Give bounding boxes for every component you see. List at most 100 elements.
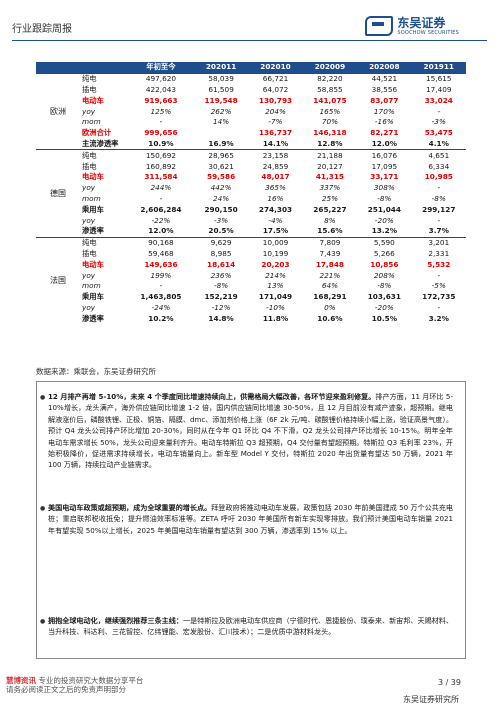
logo-cn-text: 东吴证券	[397, 15, 446, 30]
row-label: yoy	[82, 270, 96, 280]
table-cell: -3%	[431, 117, 446, 127]
table-cell: 38,556	[371, 84, 398, 94]
table-cell: 58,855	[317, 84, 343, 94]
table-row: 插电 422,043 61,509 64,072 58,855 38,556 17,409	[36, 85, 466, 96]
table-cell: 15,615	[411, 72, 466, 85]
table-cell: 160,892	[145, 161, 177, 171]
paragraph-2-body: 拜登政府将推动电动车发展，政策包括 2030 年前美国建成 50 万个公共充电桩…	[48, 503, 453, 535]
row-label: 电动车	[82, 172, 104, 182]
table-cell: 53,475	[424, 128, 453, 138]
table-cell: 136,737	[258, 128, 293, 138]
table-cell: 90,168	[128, 236, 194, 249]
table-cell: -22%	[151, 215, 171, 225]
table-cell: -	[437, 183, 441, 193]
table-cell: 58,039	[193, 72, 249, 85]
table-cell: -	[437, 302, 441, 312]
table-cell: 17,409	[426, 84, 452, 94]
header-title: 行业跟踪周报	[12, 24, 72, 35]
table-header-cell: 202011	[193, 62, 249, 74]
table-cell: 308%	[373, 183, 395, 193]
watermark: 慧博资讯 专业的投资研究大数据分享平台 请务必阅读正文之后的免责声明部分	[6, 676, 143, 694]
row-label: 主流渗透率	[82, 138, 119, 148]
table-cell: 146,318	[313, 128, 347, 138]
row-label: 乘用车	[82, 204, 104, 214]
bullet-icon: ●	[40, 618, 46, 625]
bullet-icon: ●	[40, 394, 46, 401]
table-cell: 18,614	[207, 259, 236, 269]
table-cell: 2,331	[428, 248, 450, 258]
table-cell: 59,468	[148, 248, 174, 258]
table-cell: -20%	[374, 302, 394, 312]
table-cell: 5,590	[357, 236, 412, 249]
table-row: mom - -8% 13% 64% -8% -5%	[36, 281, 466, 292]
row-label: yoy	[82, 106, 96, 116]
table-cell: 125%	[150, 106, 172, 116]
table-cell: 12.0%	[148, 226, 174, 236]
table-cell: 20.5%	[208, 226, 234, 236]
table-cell: 10,985	[424, 172, 453, 182]
table-cell: -8%	[377, 193, 392, 203]
table-cell: 130,793	[258, 95, 293, 105]
paragraph-1-body: 排产方面，11 月环比 5-10%增长，龙头满产，海外供应链同比增速 1-2 倍…	[48, 392, 454, 470]
table-cell: 10,009	[248, 236, 303, 249]
table-cell: 221%	[319, 270, 341, 280]
table-cell: -	[437, 215, 441, 225]
row-label: 纯电	[80, 72, 128, 85]
table-cell: 16%	[267, 193, 284, 203]
table-cell: -	[159, 281, 163, 291]
row-label: 纯电	[80, 236, 128, 249]
table-cell: 10.5%	[371, 313, 398, 323]
table-cell: -10%	[266, 302, 285, 312]
table-cell: 20,203	[261, 259, 290, 269]
table-cell: 24%	[212, 193, 230, 203]
table-header-cell: 202010	[248, 62, 303, 74]
table-cell: 24,859	[262, 161, 289, 171]
row-label: 插电	[82, 84, 97, 94]
row-label: mom	[82, 281, 101, 291]
table-row: yoy 244% 442% 365% 337% 308% -	[36, 183, 466, 194]
table-cell: 274,303	[258, 204, 293, 214]
table-row: 乘用车 1,463,805 152,219 171,049 168,291 103,631…	[36, 292, 466, 303]
table-cell: 82,271	[370, 128, 399, 138]
table-cell: -	[159, 193, 163, 203]
table-cell: 33,024	[424, 95, 453, 105]
table-cell: 199%	[150, 270, 172, 280]
table-cell: 442%	[210, 183, 232, 193]
row-label: 纯电	[80, 149, 128, 162]
table-header-blank	[80, 62, 128, 74]
row-label: 渗透率	[82, 226, 104, 236]
table-cell: 17.5%	[262, 226, 289, 236]
table-row: mom - 24% 16% 25% -8% -8%	[36, 194, 466, 205]
table-cell: 3.7%	[428, 226, 449, 236]
sales-table: 年初至今 202011 202010 202009 202008 201911 欧洲 纯电 4…	[36, 62, 466, 325]
table-row: mom - 14% -7% 70% -16% -3%	[36, 117, 466, 128]
row-label: mom	[82, 193, 101, 203]
table-cell: 251,044	[367, 204, 401, 214]
table-cell: 10,856	[370, 259, 399, 269]
table-cell: 262%	[210, 106, 232, 116]
table-cell: 64%	[321, 281, 339, 291]
table-cell: 13%	[267, 281, 284, 291]
row-label: mom	[82, 117, 101, 127]
row-label: yoy	[82, 183, 96, 193]
table-cell: 2,606,284	[140, 204, 182, 214]
table-row: 电动车 919,663 119,548 130,793 141,075 83,077 33,…	[36, 95, 466, 106]
table-cell: -7%	[268, 117, 283, 127]
table-cell: 3,201	[411, 236, 466, 249]
footer-brand: 东吴证券研究所	[403, 695, 459, 704]
watermark-disclaimer: 请务必阅读正文之后的免责声明部分	[6, 685, 126, 694]
table-row: 德国 纯电 150,692 28,965 23,158 21,188 16,076 4,651	[36, 149, 466, 238]
table-header-cell: 201911	[411, 62, 466, 74]
table-cell: 8,985	[210, 248, 232, 258]
watermark-brand: 慧博资讯	[6, 676, 36, 685]
table-cell: 497,620	[128, 72, 194, 85]
table-cell: 17,848	[315, 259, 345, 269]
table-header-cell: 年初至今	[128, 62, 194, 74]
commentary-box	[36, 381, 466, 659]
table-row: 插电 59,468 8,985 10,199 7,439 5,266 2,331	[36, 249, 466, 260]
table-row: 电动车 149,636 18,614 20,203 17,848 10,856 5,532	[36, 259, 466, 270]
table-cell: 10.6%	[317, 313, 343, 323]
table-cell: 10.9%	[148, 138, 174, 148]
table-cell: -	[159, 117, 163, 127]
table-cell: 44,521	[357, 72, 412, 85]
